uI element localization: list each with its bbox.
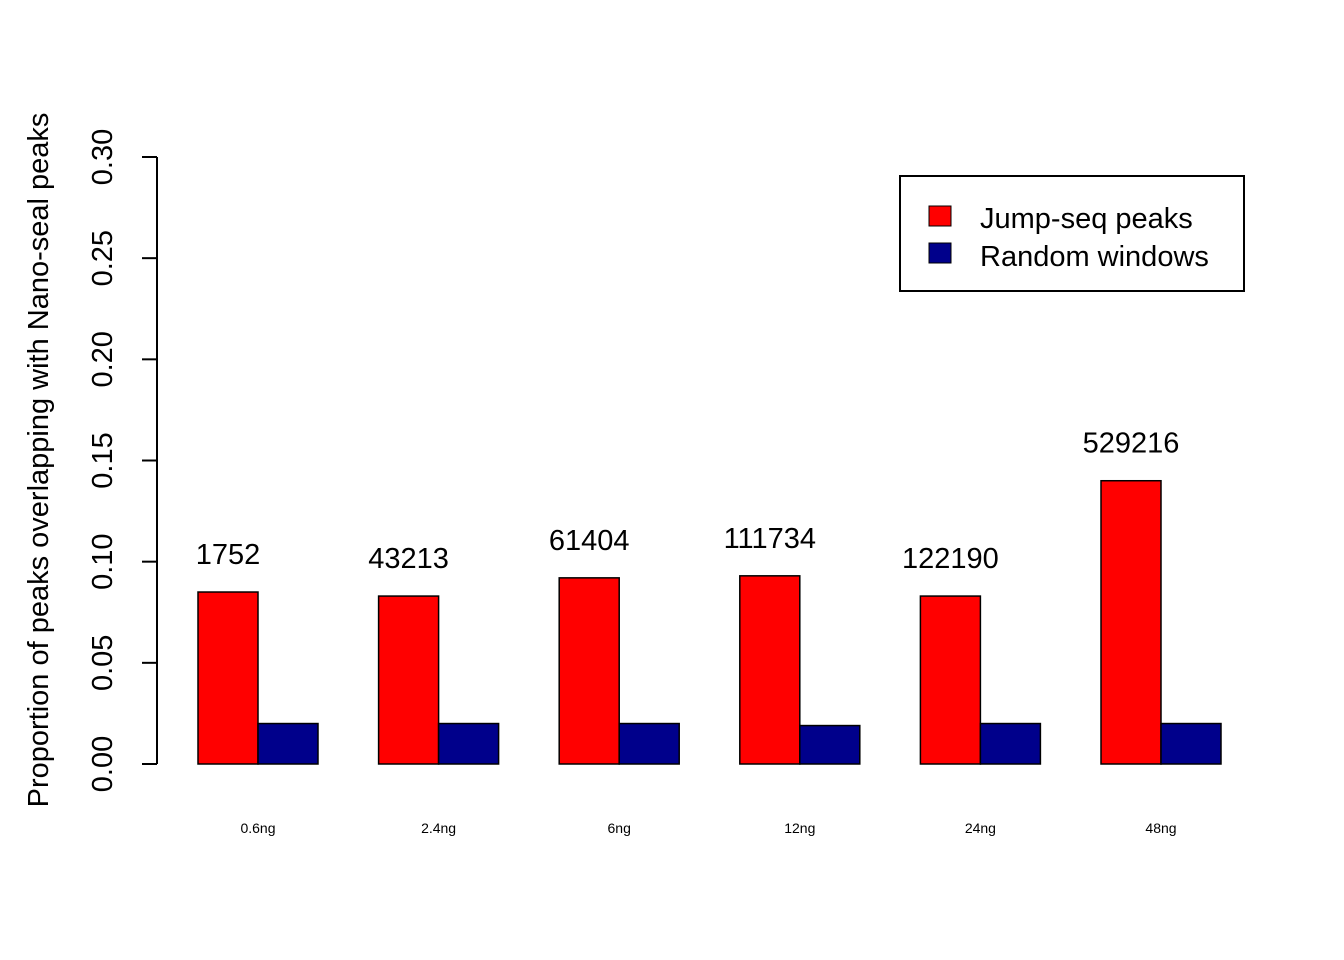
bar-jump-seq-48ng <box>1100 479 1162 765</box>
x-tick-label: 6ng <box>608 820 631 836</box>
x-tick-label: 48ng <box>1145 820 1176 836</box>
y-axis-title: Proportion of peaks overlapping with Nan… <box>23 113 55 808</box>
bar-annotation: 61404 <box>549 525 630 557</box>
y-tick-label: 0.20 <box>87 331 119 387</box>
bar-annotation: 111734 <box>724 523 816 555</box>
bar-jump-seq-2.4ng <box>377 595 440 765</box>
x-tick-label: 12ng <box>784 820 815 836</box>
bar-annotation: 122190 <box>902 543 999 575</box>
y-tick-label: 0.30 <box>87 129 119 185</box>
bar-jump-seq-24ng <box>919 595 982 765</box>
bar-annotations: 1752 43213 61404 111734 122190 529216 <box>196 428 1180 575</box>
legend-swatch-jump-seq <box>928 205 952 227</box>
legend-swatch-random <box>928 242 952 264</box>
legend-box <box>899 175 1245 292</box>
legend-label-random: Random windows <box>980 241 1209 273</box>
bar-random-6ng <box>618 722 680 765</box>
bar-jump-seq-12ng <box>739 575 801 765</box>
bar-random-24ng <box>979 722 1042 765</box>
bar-annotation: 529216 <box>1083 428 1180 460</box>
bar-jump-seq-6ng <box>558 577 620 765</box>
bar-random-12ng <box>799 724 861 765</box>
bar-random-48ng <box>1160 722 1222 765</box>
legend-label-jump-seq: Jump-seq peaks <box>980 203 1193 235</box>
legend: Jump-seq peaks Random windows <box>899 175 1245 292</box>
bar-random-0.6ng <box>257 722 319 765</box>
y-tick-label: 0.15 <box>87 432 119 488</box>
y-tick-label: 0.05 <box>87 635 119 691</box>
bar-jump-seq-0.6ng <box>197 591 259 765</box>
y-tick-label: 0.10 <box>87 533 119 589</box>
x-tick-label: 2.4ng <box>421 820 456 836</box>
bar-annotation: 43213 <box>368 543 449 575</box>
x-axis-labels: 0.6ng 2.4ng 6ng 12ng 24ng 48ng <box>240 820 1176 836</box>
y-axis: 0.00 0.05 0.10 0.15 0.20 0.25 0.30 <box>87 129 158 792</box>
bar-annotation: 1752 <box>196 539 261 571</box>
y-tick-label: 0.00 <box>87 736 119 792</box>
x-tick-label: 0.6ng <box>240 820 275 836</box>
bars <box>197 479 1222 765</box>
bar-random-2.4ng <box>437 722 500 765</box>
x-tick-label: 24ng <box>965 820 996 836</box>
y-tick-label: 0.25 <box>87 230 119 286</box>
